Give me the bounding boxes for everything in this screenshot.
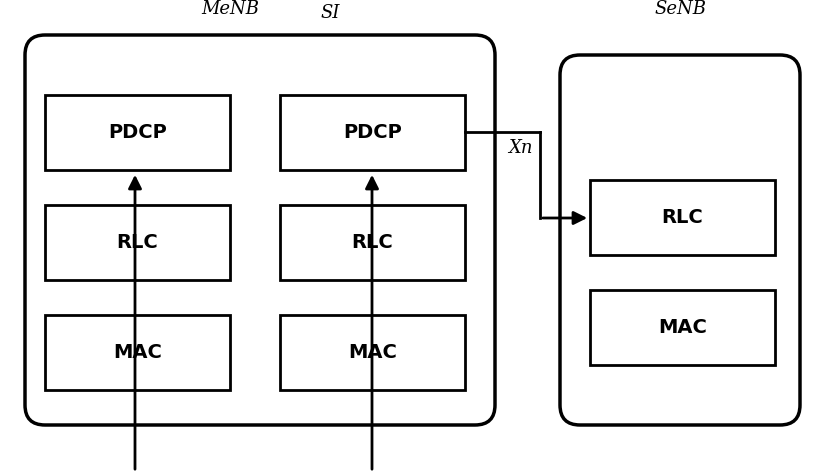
FancyBboxPatch shape xyxy=(25,35,495,425)
Text: MeNB: MeNB xyxy=(201,0,259,18)
FancyBboxPatch shape xyxy=(590,180,775,255)
FancyBboxPatch shape xyxy=(560,55,800,425)
Text: MAC: MAC xyxy=(113,343,162,362)
Text: SeNB: SeNB xyxy=(654,0,706,18)
Text: SI: SI xyxy=(321,4,339,22)
Text: PDCP: PDCP xyxy=(343,123,402,142)
Text: RLC: RLC xyxy=(352,233,393,252)
FancyBboxPatch shape xyxy=(590,290,775,365)
FancyBboxPatch shape xyxy=(280,95,465,170)
Text: Xn: Xn xyxy=(508,139,532,157)
FancyBboxPatch shape xyxy=(45,95,230,170)
FancyBboxPatch shape xyxy=(280,315,465,390)
FancyBboxPatch shape xyxy=(45,315,230,390)
Text: MAC: MAC xyxy=(348,343,397,362)
Text: MAC: MAC xyxy=(658,318,707,337)
FancyBboxPatch shape xyxy=(45,205,230,280)
FancyBboxPatch shape xyxy=(280,205,465,280)
Text: RLC: RLC xyxy=(662,208,704,227)
Text: PDCP: PDCP xyxy=(108,123,167,142)
Text: RLC: RLC xyxy=(117,233,158,252)
